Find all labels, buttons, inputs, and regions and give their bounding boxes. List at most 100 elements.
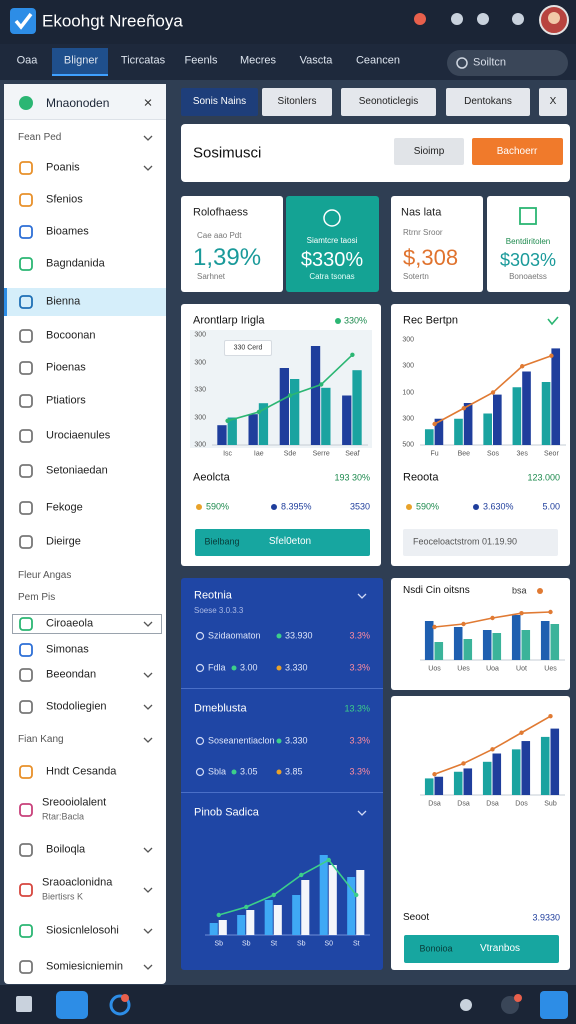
bar bbox=[424, 429, 434, 445]
taskbar-app-active[interactable] bbox=[56, 991, 88, 1019]
taskbar-app[interactable] bbox=[540, 991, 568, 1019]
nav-tab[interactable]: Ceancen bbox=[355, 54, 401, 67]
sidebar-item[interactable]: Poanis bbox=[46, 161, 80, 174]
sidebar-item[interactable]: Ptiatiors bbox=[46, 394, 86, 407]
sidebar-item[interactable]: Dieirge bbox=[46, 535, 81, 548]
taskbar-badge bbox=[514, 994, 522, 1002]
logo-check bbox=[14, 12, 33, 30]
row-label: Sbla bbox=[208, 766, 227, 777]
sidebar-item[interactable]: Urociaenules bbox=[46, 429, 111, 442]
logo bbox=[10, 8, 36, 34]
side-card-badge: bsa bbox=[512, 585, 527, 596]
row-value: 3.3% bbox=[349, 630, 370, 641]
close-button[interactable]: × bbox=[143, 94, 153, 112]
bar bbox=[356, 870, 365, 935]
bar bbox=[248, 414, 258, 445]
nav-tab[interactable]: Bligner bbox=[63, 54, 99, 67]
sidebar-item[interactable]: Pioenas bbox=[46, 361, 86, 374]
row-label: Fdla bbox=[208, 662, 226, 673]
chart-title: Rec Bertpn bbox=[403, 314, 459, 327]
toolbar-icon[interactable] bbox=[414, 13, 426, 25]
stat: 5.00 bbox=[542, 501, 560, 512]
toolbar-icon[interactable] bbox=[451, 13, 463, 25]
sidebar-item[interactable]: Sfenios bbox=[46, 193, 83, 206]
chevron bbox=[143, 165, 153, 171]
header-button[interactable] bbox=[394, 138, 464, 165]
search-placeholder: Soiltcn bbox=[473, 56, 507, 69]
kpi-value: 1,39% bbox=[193, 244, 262, 271]
chevron bbox=[143, 964, 153, 970]
taskbar-app[interactable] bbox=[109, 994, 131, 1016]
sidebar-icon bbox=[19, 535, 33, 549]
row-value: 3.3% bbox=[349, 735, 370, 746]
dot bbox=[19, 96, 33, 110]
avatar-face bbox=[548, 12, 560, 24]
y-axis-label: 300 bbox=[194, 359, 206, 366]
nav-tab[interactable]: Ticrcatas bbox=[120, 54, 166, 67]
toolbar-button[interactable] bbox=[181, 88, 258, 116]
sidebar-item[interactable]: Bagndanida bbox=[46, 257, 105, 270]
taskbar-start[interactable] bbox=[16, 996, 32, 1012]
kpi-value: $,308 bbox=[403, 245, 459, 270]
chevron bbox=[143, 737, 153, 743]
nav-tab[interactable]: Mecres bbox=[239, 54, 277, 67]
y-axis-label: 100 bbox=[402, 389, 414, 396]
trend-point bbox=[354, 892, 359, 898]
sidebar-item[interactable]: Beeondan bbox=[46, 668, 97, 681]
header-button-primary[interactable] bbox=[472, 138, 563, 165]
bar bbox=[352, 370, 362, 445]
bar bbox=[482, 630, 492, 660]
panel-divider bbox=[181, 792, 383, 793]
dot bbox=[231, 665, 237, 671]
sidebar-item[interactable]: Stodoliegien bbox=[46, 700, 107, 713]
nav-tab[interactable]: Feenls bbox=[184, 54, 218, 67]
sidebar bbox=[4, 84, 166, 984]
row-value: 3.3% bbox=[349, 766, 370, 777]
trend-line bbox=[218, 858, 357, 916]
row-value: 3.85 bbox=[285, 766, 303, 777]
sidebar-item[interactable]: Somiesicniemin bbox=[46, 960, 124, 973]
toolbar-button[interactable] bbox=[262, 88, 332, 116]
sidebar-item[interactable]: Hndt Cesanda bbox=[46, 765, 117, 778]
card-button[interactable] bbox=[404, 935, 559, 963]
sidebar-item[interactable]: Ciroaeola bbox=[46, 617, 94, 630]
toolbar-button-label: Sitonlers bbox=[277, 96, 317, 107]
card-button-label: Bielbang bbox=[204, 536, 240, 547]
nav-tab[interactable]: Vascta bbox=[299, 54, 333, 67]
dot bbox=[276, 665, 282, 671]
taskbar-user[interactable] bbox=[460, 999, 472, 1011]
panel-section-sub: Soese 3.0.3.3 bbox=[194, 606, 244, 615]
toolbar-button[interactable] bbox=[446, 88, 530, 116]
chevron bbox=[357, 810, 367, 816]
chevron bbox=[143, 887, 153, 893]
sidebar-item[interactable]: Fekoge bbox=[46, 501, 83, 514]
side-card bbox=[391, 696, 570, 970]
bar bbox=[279, 368, 289, 445]
sidebar-item[interactable]: Sraoaclonidna bbox=[42, 876, 113, 889]
sidebar-item[interactable]: Siosicnlelosohi bbox=[46, 924, 119, 937]
sidebar-item[interactable]: Bioames bbox=[46, 225, 89, 238]
row-bullet bbox=[195, 767, 205, 777]
card-button[interactable] bbox=[195, 529, 370, 556]
bar bbox=[463, 768, 473, 795]
toolbar-icon[interactable] bbox=[512, 13, 524, 25]
sidebar-item[interactable]: Sreooiolalent bbox=[42, 796, 107, 809]
card-footer-title: Reoota bbox=[403, 471, 439, 484]
trend-point bbox=[326, 857, 331, 863]
sidebar-item[interactable]: Boiloqla bbox=[46, 843, 86, 856]
sidebar-section: Fean Ped bbox=[18, 132, 62, 143]
sidebar-item[interactable]: Bienna bbox=[46, 295, 81, 308]
toolbar-icon[interactable] bbox=[477, 13, 489, 25]
taskbar-notifications[interactable] bbox=[501, 996, 519, 1014]
toolbar-button[interactable] bbox=[539, 88, 567, 116]
sidebar-item[interactable]: Setoniaedan bbox=[46, 464, 108, 477]
sidebar-icon bbox=[19, 960, 33, 974]
trend-point bbox=[225, 418, 230, 423]
x-axis-label: Dsa bbox=[457, 800, 470, 808]
toolbar-button[interactable] bbox=[341, 88, 436, 116]
x-axis-label: Dsa bbox=[486, 800, 499, 808]
sidebar-item[interactable]: Bocoonan bbox=[46, 329, 96, 342]
sidebar-item[interactable]: Simonas bbox=[46, 643, 89, 656]
sidebar-section: Pem Pis bbox=[18, 592, 56, 603]
nav-tab[interactable]: Oaa bbox=[16, 54, 38, 67]
